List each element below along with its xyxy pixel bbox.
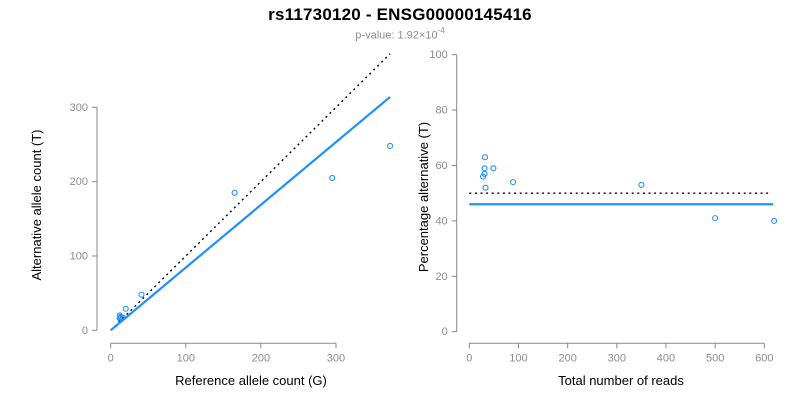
- y-axis-label: Percentage alternative (T): [416, 122, 431, 272]
- x-tick-label: 300: [327, 352, 345, 364]
- pvalue-prefix: p-value:: [355, 29, 398, 42]
- plot-subtitle: p-value: 1.92×10-4: [0, 26, 800, 42]
- y-tick-label: 200: [70, 176, 88, 188]
- y-tick-label: 40: [435, 215, 447, 227]
- page-title: rs11730120 - ENSG00000145416: [268, 5, 532, 24]
- x-tick-label: 200: [252, 352, 270, 364]
- x-tick-label: 400: [657, 352, 675, 364]
- y-tick-label: 100: [429, 49, 447, 61]
- y-tick-label: 100: [70, 250, 88, 262]
- y-axis-label: Alternative allele count (T): [29, 129, 44, 280]
- x-axis-label: Total number of reads: [558, 373, 684, 388]
- x-tick-label: 600: [755, 352, 773, 364]
- scatter-point: [712, 215, 719, 222]
- scatter-point: [638, 181, 645, 188]
- scatter-point: [482, 184, 489, 191]
- x-tick-label: 100: [509, 352, 527, 364]
- x-tick-label: 0: [466, 352, 472, 364]
- scatter-point: [122, 305, 129, 312]
- scatter-point: [480, 173, 487, 180]
- scatter-point: [329, 174, 336, 181]
- identity-line: [110, 53, 391, 331]
- y-tick-label: 60: [435, 160, 447, 172]
- scatter-point: [510, 179, 517, 186]
- pvalue-exponent: -4: [437, 26, 445, 35]
- y-tick-label: 0: [82, 325, 88, 337]
- y-tick-label: 0: [442, 326, 448, 338]
- scatter-point: [481, 165, 488, 172]
- y-tick-label: 80: [435, 105, 447, 117]
- scatter-point: [771, 217, 778, 224]
- scatter-point: [138, 291, 145, 298]
- x-axis-label: Reference allele count (G): [175, 373, 327, 388]
- x-tick-label: 100: [177, 352, 195, 364]
- y-tick-label: 20: [435, 271, 447, 283]
- x-tick-label: 300: [608, 352, 626, 364]
- y-tick-label: 300: [70, 102, 88, 114]
- scatter-point: [387, 142, 394, 150]
- regression-line: [109, 96, 391, 332]
- x-tick-label: 0: [108, 352, 114, 364]
- scatter-point: [490, 165, 497, 172]
- scatter-point: [231, 189, 238, 196]
- x-tick-label: 200: [558, 352, 576, 364]
- pvalue-mantissa: 1.92×10: [397, 29, 438, 42]
- scatter-point: [481, 154, 489, 161]
- x-tick-label: 500: [706, 352, 724, 364]
